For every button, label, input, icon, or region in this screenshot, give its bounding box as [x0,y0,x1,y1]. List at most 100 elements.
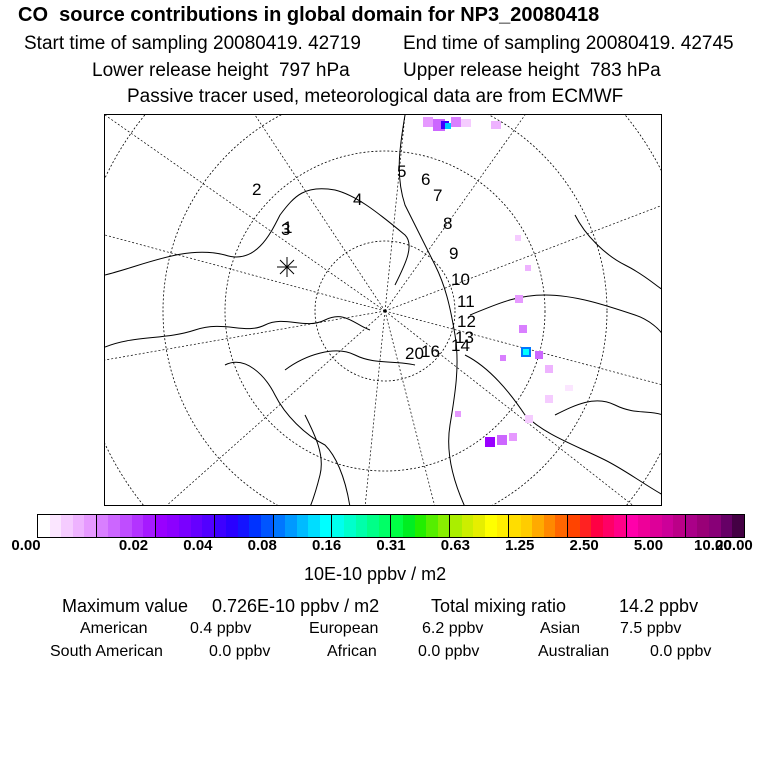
colorbar-tick-label: 0.31 [376,537,406,554]
start-time-label: Start time of sampling 20080419. 42719 [24,33,361,54]
colorbar-segment [450,515,462,537]
region-value: 0.0 ppbv [209,643,271,660]
colorbar-tick-label: 0.00 [11,537,41,554]
region-value: 0.4 ppbv [190,620,252,637]
trajectory-label: 9 [449,244,458,263]
trajectory-label: 1 [283,218,292,237]
colorbar-segment [437,515,451,537]
region-name: Asian [540,620,581,637]
colorbar-tick-labels: 0.00 0.02 0.04 0.08 0.16 0.31 0.63 1.25 2.50 5.00… [0,537,768,561]
colorbar-segment [708,515,721,537]
colorbar-segment [414,515,427,537]
colorbar-segment [84,515,97,537]
latitude-circles [105,115,661,505]
colorbar [37,514,745,538]
colorbar-segment [391,515,403,537]
colorbar-tick-label: 10.00 [694,537,732,554]
colorbar-segment [461,515,474,537]
colorbar-tick-label: 2.50 [569,537,599,554]
colorbar-segment [579,515,592,537]
colorbar-segment [202,515,215,537]
colorbar-segment [402,515,415,537]
colorbar-segment [555,515,569,537]
colorbar-segment [96,515,109,537]
colorbar-tick-label: 0.02 [118,537,149,554]
trajectory-label: 6 [421,170,430,189]
colorbar-segment [131,515,144,537]
colorbar-segment [72,515,85,537]
release-location-marker [277,257,297,277]
trajectory-label: 16 [421,342,440,361]
colorbar-segment [226,515,238,537]
region-value: 0.0 ppbv [650,643,712,660]
colorbar-tick-label: 0.08 [247,537,277,554]
colorbar-segment [367,515,379,537]
trajectory-label: 4 [353,190,362,209]
colorbar-unit: 10E-10 ppbv / m2 [304,564,447,584]
colorbar-segment [626,515,639,537]
colorbar-segment [308,515,320,537]
colorbar-segment [249,515,261,537]
region-name: American [80,620,148,637]
lower-height-label: Lower release height 797 hPa [92,60,350,81]
colorbar-segment [237,515,250,537]
end-time-label: End time of sampling 20080419. 42745 [403,33,734,54]
colorbar-segment [108,515,121,537]
max-value-label: Maximum value [62,596,189,616]
meridian-lines [105,115,661,505]
colorbar-segment [638,515,651,537]
trajectory-label: 13 [455,328,474,347]
colorbar-segment [273,515,286,537]
colorbar-segment [355,515,368,537]
trajectory-label: 20 [405,344,424,363]
colorbar-tick-label: 5.00 [633,537,664,554]
colorbar-segment [732,515,744,537]
colorbar-segment [591,515,603,537]
colorbar-segment [38,515,50,537]
region-name: African [327,643,377,660]
colorbar-segment [190,515,203,537]
colorbar-segment [214,515,227,537]
colorbar-segment [543,515,556,537]
total-mixing-ratio-label: Total mixing ratio [431,596,567,616]
colorbar-segment [344,515,356,537]
trajectory-label: 7 [433,186,442,205]
region-name: European [309,620,379,637]
trajectory-label: 11 [457,292,475,311]
trajectory-label: 5 [397,162,406,181]
colorbar-tick-label: 20.00 [715,537,753,554]
colorbar-segment [426,515,438,537]
region-value: 7.5 ppbv [620,620,682,637]
colorbar-segment [532,515,544,537]
colorbar-segment [650,515,662,537]
colorbar-segment [484,515,497,537]
total-mixing-ratio-value: 14.2 ppbv [619,596,699,616]
region-value: 0.0 ppbv [418,643,480,660]
colorbar-segment [332,515,345,537]
coastlines [105,115,661,505]
colorbar-segment [49,515,62,537]
trajectory-label: 3 [281,220,290,239]
trajectory-label: 10 [451,270,470,289]
colorbar-segment [697,515,709,537]
colorbar-segment [143,515,156,537]
colorbar-tick-label: 0.63 [440,537,470,554]
colorbar-segment [155,515,168,537]
colorbar-segment [178,515,191,537]
colorbar-segment [568,515,580,537]
max-value: 0.726E-10 ppbv / m2 [212,596,380,616]
trajectory-label: 14 [451,336,470,355]
colorbar-segment [296,515,309,537]
colorbar-segment [496,515,510,537]
colorbar-segment [260,515,274,537]
source-contribution-field [423,117,573,447]
colorbar-tick-label: 0.04 [183,537,213,554]
colorbar-segment [120,515,132,537]
colorbar-segment [614,515,627,537]
upper-height-label: Upper release height 783 hPa [403,60,661,81]
trajectory-label: 12 [457,312,476,331]
colorbar-segment [285,515,297,537]
colorbar-segment [661,515,674,537]
colorbar-segment [673,515,686,537]
